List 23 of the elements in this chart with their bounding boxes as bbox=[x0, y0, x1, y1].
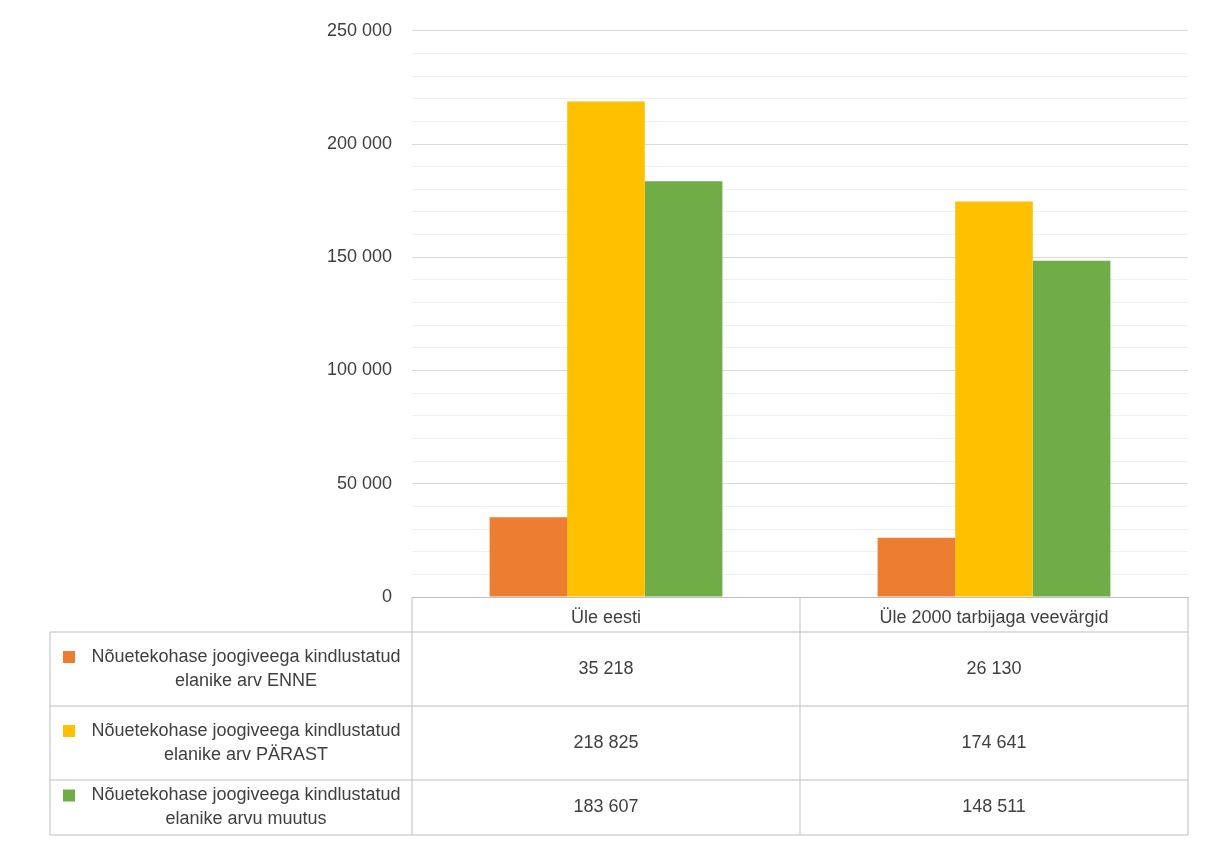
x-tick-label: Üle eesti bbox=[570, 606, 642, 627]
y-tick-label: 250 000 bbox=[326, 19, 392, 40]
bar bbox=[955, 201, 1033, 597]
y-tick-label: 150 000 bbox=[326, 246, 392, 267]
bar bbox=[644, 181, 723, 597]
bar bbox=[1032, 260, 1111, 597]
data-label: 26 130 bbox=[966, 657, 1022, 678]
y-tick-label: 100 000 bbox=[326, 359, 392, 380]
data-label: 218 825 bbox=[573, 731, 639, 752]
data-label: 183 607 bbox=[573, 796, 639, 817]
data-label: 148 511 bbox=[962, 796, 1026, 817]
y-tick-label: 0 bbox=[381, 585, 392, 606]
bar bbox=[567, 101, 645, 597]
bar bbox=[877, 537, 956, 597]
legend-label: Nõuetekohase joogiveega kindlustatud elanike arv ENNE bbox=[91, 645, 401, 690]
legend-label: Nõuetekohase joogiveega kindlustatud elanike arvu muutus bbox=[91, 784, 401, 829]
bar bbox=[489, 517, 568, 597]
data-label: 35 218 bbox=[578, 657, 634, 678]
x-tick-label: Üle 2000 tarbijaga veevärgid bbox=[879, 606, 1109, 627]
y-tick-label: 200 000 bbox=[326, 133, 392, 154]
y-tick-label: 50 000 bbox=[336, 472, 392, 493]
legend-label: Nõuetekohase joogiveega kindlustatud elanike arv PÄRAST bbox=[91, 719, 401, 764]
data-label: 174 641 bbox=[961, 731, 1027, 752]
